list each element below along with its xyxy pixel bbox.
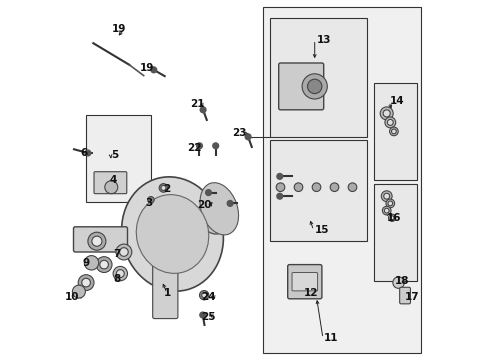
Circle shape [161, 185, 166, 190]
Text: 22: 22 [186, 143, 201, 153]
Text: 5: 5 [111, 150, 118, 160]
Circle shape [151, 67, 156, 73]
FancyBboxPatch shape [399, 287, 409, 304]
Text: 14: 14 [389, 96, 404, 106]
Circle shape [294, 183, 302, 192]
FancyBboxPatch shape [152, 257, 178, 319]
Circle shape [81, 278, 90, 287]
Text: 23: 23 [231, 128, 246, 138]
Circle shape [389, 127, 397, 136]
Ellipse shape [201, 198, 230, 234]
Circle shape [116, 244, 132, 260]
FancyBboxPatch shape [73, 227, 127, 252]
Circle shape [85, 150, 91, 156]
Circle shape [389, 216, 393, 220]
Circle shape [104, 181, 118, 194]
Circle shape [311, 183, 320, 192]
Circle shape [196, 143, 202, 149]
Circle shape [199, 291, 208, 300]
Bar [86, 115, 151, 202]
FancyBboxPatch shape [278, 63, 323, 110]
Text: 15: 15 [314, 225, 328, 235]
Circle shape [383, 110, 389, 117]
Circle shape [72, 285, 85, 298]
Text: 16: 16 [386, 213, 400, 223]
Circle shape [120, 248, 128, 256]
Text: 20: 20 [197, 200, 212, 210]
Circle shape [113, 266, 127, 281]
Circle shape [159, 184, 167, 192]
Circle shape [88, 232, 106, 250]
Text: 18: 18 [394, 276, 408, 286]
Circle shape [147, 197, 154, 203]
Ellipse shape [200, 183, 238, 235]
FancyBboxPatch shape [291, 273, 317, 291]
Circle shape [385, 199, 394, 208]
Circle shape [205, 190, 211, 195]
Bar [373, 184, 416, 281]
FancyBboxPatch shape [287, 265, 321, 299]
Bar [262, 7, 420, 353]
Circle shape [381, 191, 391, 202]
Circle shape [384, 117, 395, 128]
Text: 21: 21 [190, 99, 204, 109]
Bar [269, 18, 366, 137]
Text: 3: 3 [145, 198, 152, 208]
Circle shape [200, 312, 205, 318]
Text: 8: 8 [113, 274, 120, 284]
Circle shape [200, 107, 205, 113]
FancyBboxPatch shape [94, 172, 126, 194]
Text: 6: 6 [81, 148, 88, 158]
Text: 24: 24 [201, 292, 215, 302]
Circle shape [227, 201, 232, 206]
Text: 7: 7 [113, 249, 120, 259]
Circle shape [100, 260, 108, 269]
Circle shape [329, 183, 338, 192]
Text: 11: 11 [323, 333, 338, 343]
Bar [373, 83, 416, 180]
Circle shape [383, 193, 389, 199]
Ellipse shape [122, 177, 223, 291]
Text: 19: 19 [111, 24, 125, 34]
Circle shape [302, 74, 326, 99]
Circle shape [244, 134, 250, 140]
Text: 25: 25 [201, 312, 215, 322]
Circle shape [201, 293, 206, 298]
Circle shape [386, 120, 392, 125]
Bar [269, 140, 366, 241]
Ellipse shape [136, 195, 208, 273]
Text: 13: 13 [316, 35, 330, 45]
Text: 4: 4 [109, 175, 117, 185]
Text: 17: 17 [404, 292, 419, 302]
Text: 10: 10 [64, 292, 79, 302]
Text: 9: 9 [82, 258, 89, 268]
Circle shape [387, 201, 392, 206]
Circle shape [382, 206, 390, 215]
Circle shape [276, 174, 282, 179]
Circle shape [380, 107, 392, 120]
Text: 19: 19 [140, 63, 154, 73]
Circle shape [391, 129, 395, 134]
Text: 2: 2 [163, 184, 170, 194]
Circle shape [307, 79, 321, 94]
Circle shape [212, 143, 218, 149]
Circle shape [276, 193, 282, 199]
Circle shape [78, 275, 94, 291]
Circle shape [84, 256, 99, 270]
Circle shape [347, 183, 356, 192]
Circle shape [96, 257, 112, 273]
Circle shape [392, 277, 404, 288]
Circle shape [387, 214, 395, 221]
Circle shape [92, 236, 102, 246]
Circle shape [116, 270, 124, 278]
Text: 12: 12 [303, 288, 318, 298]
Text: 1: 1 [163, 288, 170, 298]
Circle shape [384, 208, 388, 213]
Circle shape [276, 183, 284, 192]
